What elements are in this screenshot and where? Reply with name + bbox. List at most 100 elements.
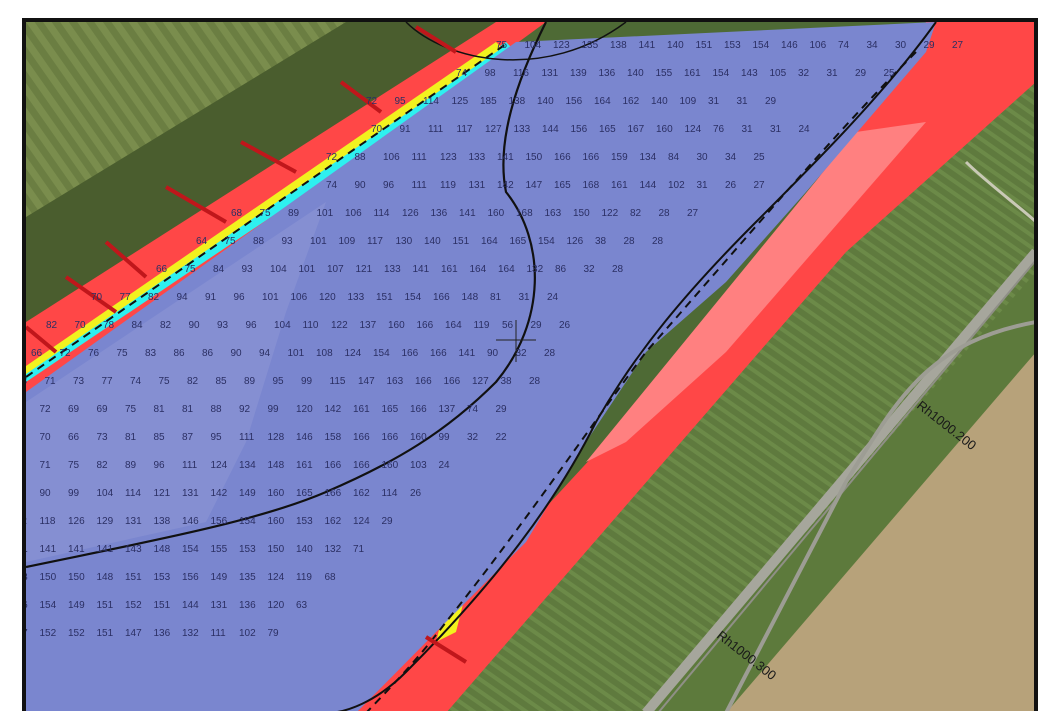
depth-value: 70 [371, 124, 383, 135]
depth-value: 110 [303, 320, 319, 331]
depth-value: 94 [177, 292, 189, 303]
depth-value: 124 [345, 348, 362, 359]
depth-value: 160 [388, 320, 405, 331]
depth-value: 131 [469, 180, 486, 191]
depth-value: 123 [440, 152, 457, 163]
depth-value: 166 [382, 432, 399, 443]
depth-value: 153 [239, 544, 256, 555]
depth-value: 111 [182, 460, 198, 471]
crosshair-marker [496, 320, 536, 362]
depth-value: 151 [97, 628, 114, 639]
depth-value: 32 [584, 264, 596, 275]
depth-value: 126 [68, 516, 85, 527]
depth-value: 185 [480, 96, 497, 107]
depth-value: 120 [268, 600, 285, 611]
depth-value: 124 [268, 572, 285, 583]
depth-value: 91 [400, 124, 412, 135]
depth-value: 71 [40, 460, 52, 471]
depth-value: 131 [182, 488, 199, 499]
depth-value: 81 [490, 292, 502, 303]
depth-value-grid: 75 104 123 135 138 141 140 151 153 154 146 106 74 34 3… [26, 40, 964, 639]
depth-value: 150 [268, 544, 285, 555]
depth-value: 76 [713, 124, 725, 135]
depth-value: 103 [410, 460, 427, 471]
depth-value: 127 [472, 376, 489, 387]
depth-value: 34 [725, 152, 737, 163]
depth-value: 150 [68, 572, 85, 583]
depth-value: 106 [810, 40, 827, 51]
depth-value: 29 [765, 96, 777, 107]
depth-value: 86 [555, 264, 567, 275]
depth-value: 104 [525, 40, 542, 51]
depth-value: 96 [246, 320, 258, 331]
depth-value: 101 [310, 236, 327, 247]
depth-value: 28 [624, 236, 636, 247]
depth-value: 166 [353, 460, 370, 471]
contour-line-right [336, 22, 937, 711]
depth-value: 162 [623, 96, 640, 107]
depth-value: 88 [355, 152, 367, 163]
depth-value: 31 [519, 292, 531, 303]
depth-value: 71 [353, 544, 365, 555]
map-frame-top [22, 18, 1038, 20]
depth-value: 161 [296, 460, 313, 471]
depth-value: 133 [384, 264, 401, 275]
depth-value: 31 [737, 96, 749, 107]
depth-value: 148 [154, 544, 171, 555]
depth-value: 31 [742, 124, 754, 135]
depth-value: 126 [567, 236, 584, 247]
depth-value: 30 [697, 152, 709, 163]
depth-value: 75 [159, 376, 171, 387]
depth-value: 94 [259, 348, 271, 359]
depth-value: 93 [217, 320, 229, 331]
depth-value: 127 [485, 124, 502, 135]
depth-value: 89 [125, 460, 137, 471]
depth-value: 109 [680, 96, 697, 107]
depth-value: 86 [202, 348, 214, 359]
depth-value: 74 [326, 180, 338, 191]
depth-value: 157 [26, 628, 28, 639]
depth-value: 150 [40, 572, 57, 583]
depth-value: 84 [668, 152, 680, 163]
depth-value: 78 [103, 320, 115, 331]
depth-value: 90 [40, 488, 52, 499]
depth-value: 164 [594, 96, 611, 107]
depth-value: 161 [441, 264, 458, 275]
depth-value: 151 [376, 292, 393, 303]
depth-value: 160 [656, 124, 673, 135]
depth-value: 73 [97, 432, 109, 443]
depth-value: 167 [628, 124, 645, 135]
depth-value: 166 [444, 376, 461, 387]
map-canvas[interactable]: 75 104 123 135 138 141 140 151 153 154 146 106 74 34 3… [26, 22, 1036, 711]
depth-value: 111 [412, 180, 428, 191]
depth-value: 148 [268, 460, 285, 471]
depth-value: 75 [260, 208, 272, 219]
depth-value: 155 [211, 544, 228, 555]
depth-value: 122 [331, 320, 348, 331]
depth-value: 121 [154, 488, 171, 499]
depth-value: 131 [211, 600, 228, 611]
depth-value: 24 [439, 460, 451, 471]
depth-value: 156 [211, 516, 228, 527]
depth-value: 121 [356, 264, 373, 275]
depth-value: 27 [754, 180, 766, 191]
depth-value: 138 [610, 40, 627, 51]
depth-value: 160 [268, 488, 285, 499]
depth-value: 74 [838, 40, 850, 51]
depth-value: 166 [402, 348, 419, 359]
depth-value: 155 [656, 68, 673, 79]
depth-value: 162 [325, 516, 342, 527]
depth-value: 29 [382, 516, 394, 527]
depth-value: 27 [687, 208, 699, 219]
depth-value: 166 [353, 432, 370, 443]
depth-value: 99 [439, 432, 451, 443]
depth-value: 153 [724, 40, 741, 51]
depth-value: 122 [602, 208, 619, 219]
depth-value: 133 [469, 152, 486, 163]
depth-value: 101 [288, 348, 305, 359]
depth-value: 137 [360, 320, 377, 331]
depth-value: 95 [273, 376, 285, 387]
depth-value: 99 [301, 376, 313, 387]
depth-value: 160 [488, 208, 505, 219]
bank-cyan-left [26, 42, 516, 382]
